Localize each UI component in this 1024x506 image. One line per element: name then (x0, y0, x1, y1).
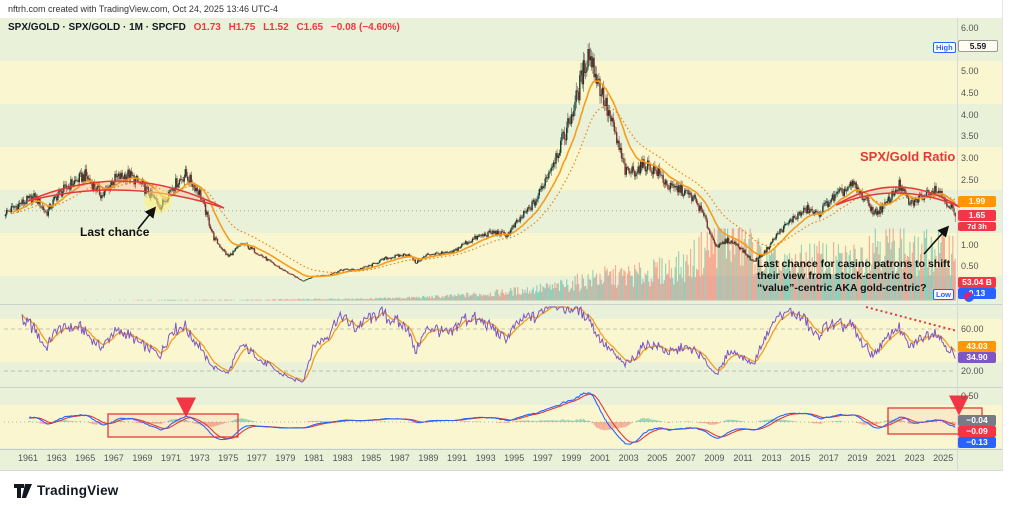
bottom-bar (0, 471, 1024, 506)
time-axis-year-label: 1975 (218, 453, 239, 463)
time-axis-year-label: 2011 (733, 453, 753, 463)
macd-signal-badge: −0.09 (958, 426, 996, 437)
time-axis-year-label: 2023 (904, 453, 925, 463)
axis-tick-label: 5.00 (961, 66, 979, 77)
time-axis-year-label: 1995 (504, 453, 525, 463)
time-axis-year-label: 2025 (933, 453, 954, 463)
highlight-ellipse-annotation[interactable] (144, 189, 172, 213)
axis-tick-label: 4.50 (961, 87, 979, 98)
time-axis-year-label: 1997 (532, 453, 553, 463)
time-axis-year-label: 1983 (332, 453, 353, 463)
macd-value-badge: −0.13 (958, 437, 996, 448)
credit-text: nftrh.com created with TradingView.com, … (8, 4, 278, 14)
axis-tick-label: 6.00 (961, 23, 979, 33)
ohlc-open: O1.73 (193, 22, 221, 33)
time-axis-year-label: 1977 (246, 453, 267, 463)
rsi-red-trendline[interactable] (865, 306, 958, 332)
tradingview-logo[interactable]: TradingView (14, 483, 118, 498)
high-value-badge: 5.59 (958, 40, 998, 52)
axis-tick-label: 3.00 (961, 152, 979, 163)
time-axis-year-label: 1979 (275, 453, 296, 463)
time-axis-year-label: 1991 (446, 453, 468, 463)
time-axis-year-label: 1963 (46, 453, 67, 463)
low-tag: Low (933, 289, 954, 300)
tradingview-logo-icon (14, 483, 32, 498)
bar-countdown-badge: 7d 3h (958, 222, 996, 231)
axis-tick-label: 3.50 (961, 131, 979, 142)
casino-patrons-note[interactable]: Last chance for casino patrons to shift … (757, 258, 950, 294)
ma-value-badge: 1.99 (958, 196, 996, 207)
volume-value-badge: 53.04 B (958, 277, 996, 288)
time-axis-year-label: 1985 (361, 453, 382, 463)
axis-tick-label: 4.00 (961, 109, 979, 120)
last-chance-arrow[interactable] (137, 206, 156, 230)
time-axis-year-label: 2013 (761, 453, 782, 463)
last-chance-label[interactable]: Last chance (80, 225, 150, 239)
right-margin-panel (1002, 0, 1024, 506)
macd-red-box-left[interactable] (107, 413, 239, 438)
right-dome-annotation[interactable] (835, 186, 961, 208)
time-axis-year-label: 2007 (675, 453, 696, 463)
ohlc-low: L1.52 (263, 22, 289, 33)
casino-note-line1: Last chance for casino patrons to shift (757, 258, 951, 270)
time-axis-year-label: 1967 (103, 453, 124, 463)
last-price-badge: 1.65 (958, 210, 996, 221)
ohlc-close: C1.65 (296, 22, 324, 33)
time-axis-year-label: 1971 (160, 453, 182, 463)
casino-text-arrow[interactable] (923, 225, 950, 255)
time-axis-year-label: 1999 (561, 453, 582, 463)
time-axis-year-label: 1973 (189, 453, 210, 463)
time-axis-year-label: 1987 (389, 453, 410, 463)
time-axis-year-label: 2019 (847, 453, 868, 463)
axis-tick-label: 1.00 (961, 239, 979, 250)
spx-gold-ratio-label[interactable]: SPX/Gold Ratio (860, 149, 956, 164)
symbol-legend[interactable]: SPX/GOLD · SPX/GOLD · 1M · SPCFD O1.73 H… (8, 22, 400, 33)
symbol-title[interactable]: SPX/GOLD · SPX/GOLD · 1M · SPCFD (8, 22, 186, 33)
rsi-ma-badge: 43.03 (958, 341, 996, 352)
time-axis-year-label: 2015 (790, 453, 811, 463)
high-tag: High (933, 42, 956, 53)
time-axis-year-label: 1965 (75, 453, 96, 463)
chart-background (0, 18, 1002, 470)
time-axis-year-label: 1989 (418, 453, 439, 463)
time-axis-year-label: 2009 (704, 453, 725, 463)
tradingview-logo-text: TradingView (37, 483, 119, 498)
ohlc-change: −0.08 (−4.60%) (330, 22, 400, 33)
time-axis-year-label: 1969 (132, 453, 153, 463)
marker-dot-icon[interactable] (964, 292, 974, 302)
rsi-value-badge: 34.90 (958, 352, 996, 363)
time-axis-year-label: 2003 (618, 453, 639, 463)
low-value-badge: 0.13 (958, 288, 996, 299)
axis-tick-label: 60.00 (961, 324, 984, 334)
macd-hist-badge: −0.04 (958, 415, 996, 426)
time-axis-year-label: 2005 (647, 453, 668, 463)
casino-note-line2: their view from stock-centric to (757, 270, 913, 282)
axis-tick-label: 20.00 (961, 366, 984, 376)
ohlc-high: H1.75 (228, 22, 256, 33)
left-dome-annotation[interactable] (27, 180, 225, 209)
casino-note-line3: “value”-centric AKA gold-centric? (757, 282, 927, 294)
axis-tick-label: 0.50 (961, 391, 979, 401)
time-axis-year-label: 1993 (475, 453, 496, 463)
time-axis-year-label: 2021 (875, 453, 897, 463)
top-credit-bar: nftrh.com created with TradingView.com, … (0, 0, 1024, 18)
time-axis-year-label: 2001 (589, 453, 611, 463)
axis-tick-label: 0.50 (961, 261, 979, 272)
time-axis-year-label: 2017 (818, 453, 839, 463)
axis-tick-label: 2.50 (961, 174, 979, 185)
time-axis-year-label: 1961 (17, 453, 39, 463)
time-axis-year-label: 1981 (303, 453, 325, 463)
